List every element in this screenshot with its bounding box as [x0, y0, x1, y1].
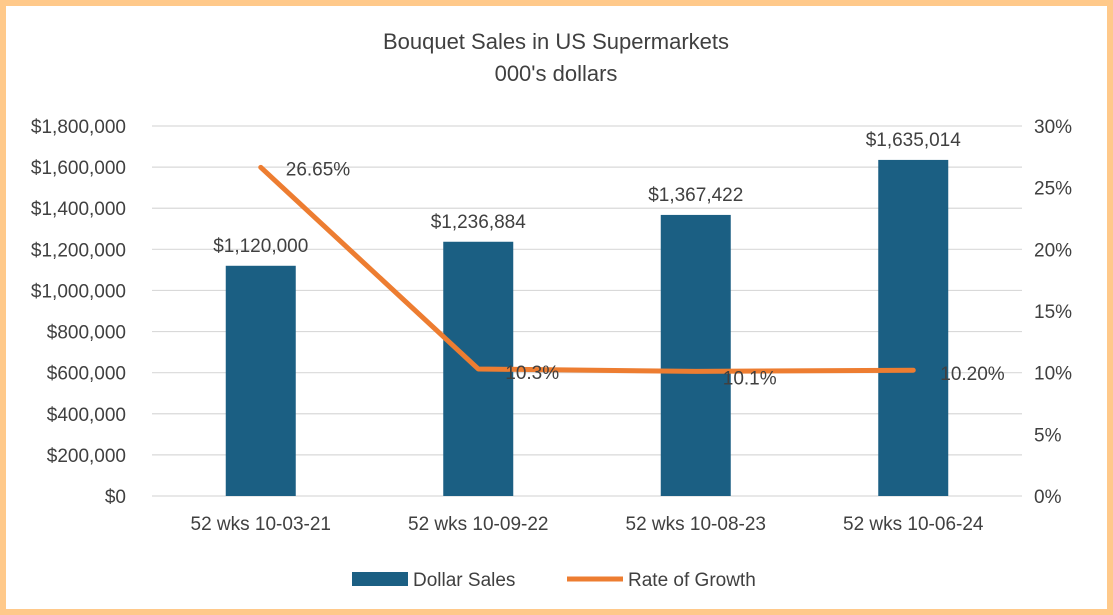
y-right-tick: 25% — [1034, 179, 1072, 200]
bar-data-label: $1,367,422 — [648, 185, 743, 206]
chart-subtitle: 000's dollars — [495, 61, 618, 86]
bar-data-label: $1,120,000 — [213, 236, 308, 257]
x-tick-label: 52 wks 10-03-21 — [191, 514, 331, 535]
legend-label-rate-of-growth: Rate of Growth — [628, 570, 756, 591]
x-tick-label: 52 wks 10-06-24 — [843, 514, 984, 535]
y-right-tick: 20% — [1034, 240, 1072, 261]
y-left-tick: $600,000 — [47, 364, 126, 385]
legend-label-dollar-sales: Dollar Sales — [413, 570, 515, 591]
y-right-tick: 5% — [1034, 425, 1062, 446]
y-left-tick: $200,000 — [47, 446, 126, 467]
y-left-tick: $400,000 — [47, 405, 126, 426]
y-left-tick: $1,600,000 — [31, 158, 126, 179]
legend-swatch-dollar-sales — [352, 572, 408, 586]
bar-data-label: $1,236,884 — [431, 212, 527, 233]
growth-line — [258, 164, 916, 374]
bar — [878, 159, 949, 496]
line-data-label: 26.65% — [286, 159, 351, 180]
x-tick-label: 52 wks 10-08-23 — [626, 514, 766, 535]
bar — [225, 265, 296, 496]
x-tick-label: 52 wks 10-09-22 — [408, 514, 548, 535]
bar-data-label: $1,635,014 — [866, 130, 962, 151]
y-left-tick: $1,800,000 — [31, 117, 126, 138]
y-left-tick: $0 — [105, 487, 126, 508]
line-data-label: 10.20% — [940, 364, 1005, 385]
y-left-tick: $1,400,000 — [31, 199, 126, 220]
y-right-tick: 15% — [1034, 302, 1072, 323]
chart-title: Bouquet Sales in US Supermarkets — [383, 29, 729, 54]
y-left-tick: $1,000,000 — [31, 281, 126, 302]
line-data-label: 10.3% — [505, 363, 559, 384]
bar — [660, 214, 731, 496]
y-left-tick: $800,000 — [47, 323, 126, 344]
y-right-tick: 10% — [1034, 364, 1072, 385]
y-right-tick: 30% — [1034, 117, 1072, 138]
y-right-tick: 0% — [1034, 487, 1062, 508]
y-left-tick: $1,200,000 — [31, 240, 126, 261]
line-data-label: 10.1% — [723, 368, 777, 389]
